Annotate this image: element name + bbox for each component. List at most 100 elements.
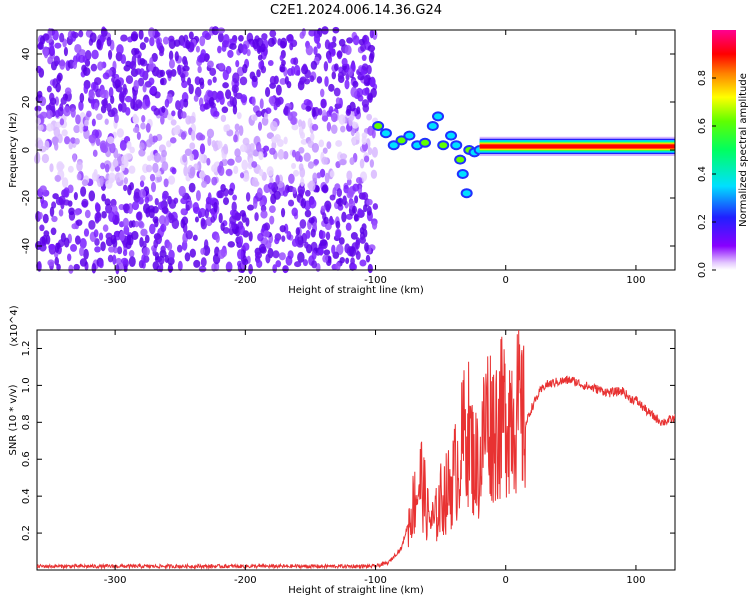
spectrogram-cell [99, 89, 107, 99]
spectrogram-cell [367, 263, 373, 274]
spectrogram-cell [42, 46, 50, 56]
spectrogram-cell [95, 113, 103, 121]
spectrogram-cell [284, 76, 289, 85]
spectrogram-cell [140, 228, 148, 237]
spectrogram-cell [269, 75, 277, 85]
spectrogram-cell [324, 76, 329, 87]
spectrogram-cell [73, 209, 81, 216]
spectrogram-cell [104, 118, 109, 125]
spectrogram-cell [311, 260, 318, 269]
spectrogram-cell [292, 187, 297, 195]
spectrogram-cell [274, 237, 280, 245]
spectrogram-cell [81, 198, 89, 208]
spectrogram-cell [38, 212, 43, 220]
spectrogram-cell [220, 184, 226, 192]
spectrogram-cell [228, 188, 234, 196]
spectrogram-cell [267, 60, 274, 67]
spectrogram-cell [68, 264, 74, 274]
spectrogram-cell [173, 197, 179, 204]
spectrogram-cell [73, 125, 81, 134]
spectrogram-cell [168, 35, 175, 42]
spectrogram-cell [318, 139, 325, 148]
spectrogram-cell [64, 136, 71, 145]
spectrogram-cell [313, 33, 321, 44]
spectrogram-cell [324, 39, 331, 50]
spectrogram-cell [366, 198, 373, 206]
spectrogram-cell [330, 112, 338, 123]
spectrogram-cell [320, 205, 326, 213]
spectrogram-cell [90, 82, 97, 91]
spectrogram-cell [122, 83, 127, 93]
spectrogram-cell [361, 223, 367, 231]
spectrogram-cell [355, 250, 361, 260]
spectrogram-cell [333, 87, 341, 97]
spectrogram-cell [109, 142, 116, 154]
spectrogram-cell [239, 209, 246, 217]
spectrogram-cell [149, 173, 156, 182]
snr-y-ticks: 0.2 0.4 0.6 0.8 1.0 1.2 [21, 341, 675, 541]
spectrogram-cell [35, 117, 41, 125]
spectrogram-cell [164, 98, 170, 108]
spectrogram-cell [76, 161, 83, 172]
spectrogram-cell [276, 138, 284, 148]
snr-x-axis-label: Height of straight line (km) [288, 585, 424, 596]
spectrogram-cell [91, 118, 96, 127]
spectrogram-cell [253, 198, 258, 210]
spectrogram-cell [227, 49, 234, 58]
snr-y-multiplier: (x10^4) [9, 305, 20, 346]
spectrogram-cell [136, 131, 141, 141]
spectrogram-cell [198, 207, 206, 218]
spectrogram-cell [89, 32, 97, 43]
spectrogram-cell [321, 184, 329, 194]
spectrogram-cell [242, 258, 249, 266]
spectrogram-cell [298, 163, 304, 171]
spectrogram-cell [323, 249, 331, 256]
spectrogram-cell [212, 76, 217, 83]
spectrogram-cell [61, 129, 68, 137]
spectrogram-cell [145, 123, 151, 133]
spectrogram-cell [355, 177, 363, 184]
colorbar-gradient [712, 30, 736, 270]
spectrogram-cell [359, 158, 365, 169]
spectrogram-cell [256, 69, 261, 78]
spectrogram-cell [84, 209, 91, 219]
spectrogram-cell [112, 254, 117, 265]
spectrogram-cell [254, 251, 263, 259]
spectrogram-cell [149, 223, 156, 235]
spectrogram-cell [320, 98, 327, 109]
spectrogram-x-ticks: -300 -200 -100 0 100 [104, 30, 645, 286]
spectrogram-cell [251, 75, 258, 83]
spectrogram-marks [33, 26, 675, 275]
spectrogram-cell [157, 201, 164, 210]
spectrogram-cell [153, 152, 161, 163]
spectrogram-cell [260, 65, 267, 74]
spectrogram-cell [258, 151, 264, 161]
spectrogram-cell [199, 35, 206, 47]
spectrogram-cell [310, 60, 318, 70]
spectrogram-cell [265, 107, 272, 114]
spectrogram-cell [227, 158, 235, 166]
spectrogram-cell [167, 265, 174, 273]
spectrogram-cell [141, 254, 146, 265]
spectrogram-cell [44, 140, 50, 151]
spectrogram-cell [140, 122, 146, 130]
spectrogram-cell [294, 261, 302, 268]
spectrogram-cell [294, 151, 301, 162]
spectrogram-cell [107, 109, 116, 118]
spectrogram-cell [140, 175, 146, 182]
spectrogram-cell [144, 96, 150, 107]
spectrogram-cell [367, 147, 373, 156]
spectrogram-cell [361, 63, 369, 71]
spectrogram-cell [197, 65, 202, 74]
spectrogram-cell [63, 187, 70, 198]
spectrogram-cell [326, 121, 332, 132]
spectrogram-y-axis-label: Frequency (Hz) [8, 112, 19, 188]
spectrogram-cell [51, 215, 58, 223]
spectrogram-cell [104, 198, 111, 206]
spectrogram-cell [198, 152, 205, 163]
spectrogram-cell [107, 136, 115, 144]
spectrogram-cell [349, 246, 356, 258]
spectrogram-cell [263, 145, 270, 152]
spectrogram-cell [291, 123, 299, 131]
spectrogram-cell [200, 217, 206, 227]
